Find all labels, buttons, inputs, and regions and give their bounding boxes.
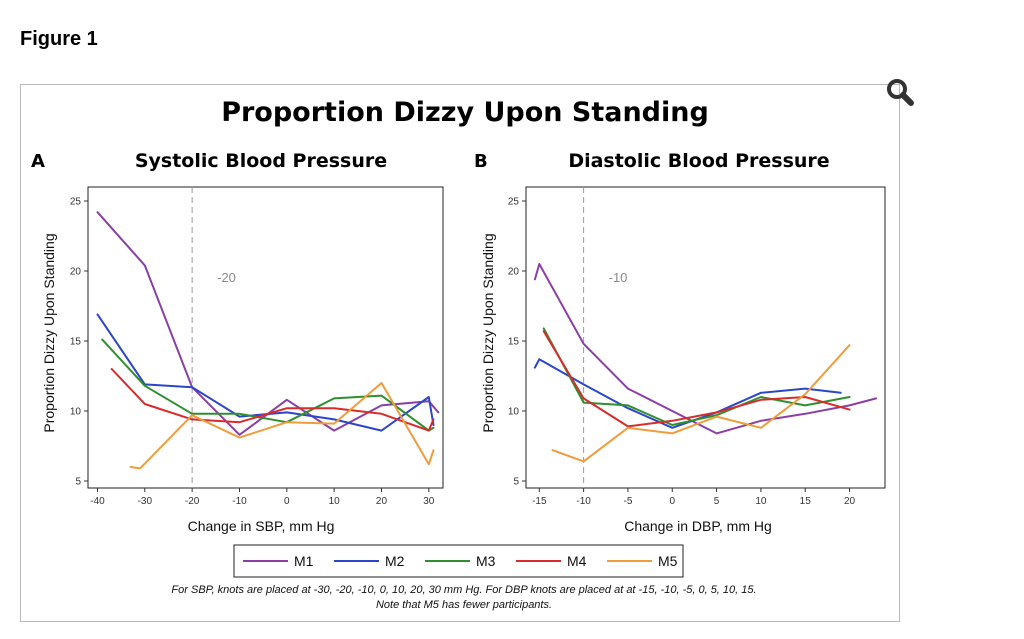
legend-label-m3: M3 [476, 553, 496, 569]
figure-frame: Proportion Dizzy Upon Standing A Systoli… [20, 84, 900, 622]
panel-a-ytick-label: 5 [75, 477, 81, 488]
panel-b-letter: B [474, 151, 488, 172]
figure-main-title: Proportion Dizzy Upon Standing [221, 97, 709, 128]
panel-b-xtick-label: -10 [576, 496, 591, 507]
panel-a-ytick-label: 10 [70, 407, 82, 418]
panel-a-xtick-label: 30 [423, 496, 435, 507]
panel-b-xtick-label: 5 [714, 496, 720, 507]
magnify-icon[interactable] [884, 76, 916, 108]
panel-b-ytick-label: 15 [508, 337, 520, 348]
panel-a-xtick-label: 20 [376, 496, 388, 507]
footnote-line-1: For SBP, knots are placed at -30, -20, -… [171, 584, 756, 596]
panel-a-ytick-label: 25 [70, 197, 82, 208]
panel-a-xlabel: Change in SBP, mm Hg [188, 518, 335, 534]
panel-b-xtick-label: 0 [669, 496, 675, 507]
legend: M1 M2 M3 M4 M5 [233, 544, 684, 578]
panel-a-plot: -40 -30 -20 -10 0 10 20 30 5 10 15 20 25 -20 [70, 186, 444, 507]
panel-a-frame [87, 186, 444, 489]
panel-b-series-m1 [533, 263, 878, 435]
panel-a-series-m2 [96, 313, 435, 432]
panel-a-title: Systolic Blood Pressure [135, 150, 387, 172]
panel-a-xtick-label: -40 [90, 496, 105, 507]
panel-a-ytick-label: 20 [70, 267, 82, 278]
panel-b-series-m5 [551, 344, 851, 463]
panel-b-series-m4 [542, 330, 851, 428]
panel-b-frame [525, 186, 886, 489]
panel-b-ytick-label: 5 [513, 477, 519, 488]
legend-label-m2: M2 [385, 553, 405, 569]
panel-b-ytick-label: 10 [508, 407, 520, 418]
panel-b-series-m3 [542, 327, 851, 426]
legend-label-m5: M5 [658, 553, 678, 569]
chart-svg: Proportion Dizzy Upon Standing A Systoli… [31, 97, 886, 611]
panel-b-plot: -15 -10 -5 0 5 10 15 20 5 10 15 20 25 -10 [508, 186, 886, 507]
panel-b-series-m2 [533, 358, 842, 429]
panel-b-xtick-label: 10 [755, 496, 767, 507]
panel-a-xtick-label: 10 [329, 496, 341, 507]
panel-a-series-m5 [129, 382, 435, 470]
panel-b-xtick-label: 15 [800, 496, 812, 507]
panel-b-xlabel: Change in DBP, mm Hg [624, 518, 772, 534]
panel-a-xtick-label: -20 [185, 496, 200, 507]
legend-label-m1: M1 [294, 553, 314, 569]
panel-b-reference-label: -10 [609, 270, 628, 285]
panel-a-xtick-label: -30 [138, 496, 153, 507]
panel-b-xtick-label: -5 [623, 496, 632, 507]
figure-label: Figure 1 [20, 28, 98, 50]
panel-b-xtick-label: 20 [844, 496, 856, 507]
panel-a-xtick-label: -10 [232, 496, 247, 507]
panel-a-ytick-label: 15 [70, 337, 82, 348]
panel-a-letter: A [31, 151, 45, 172]
panel-b-ytick-label: 25 [508, 197, 520, 208]
panel-a-xtick-label: 0 [284, 496, 290, 507]
panel-b-xtick-label: -15 [532, 496, 547, 507]
panel-a-ylabel: Proportion Dizzy Upon Standing [41, 233, 57, 432]
panel-a-series-m1 [96, 211, 440, 436]
panel-b-ytick-label: 20 [508, 267, 520, 278]
panel-b-title: Diastolic Blood Pressure [568, 150, 829, 172]
legend-label-m4: M4 [567, 553, 587, 569]
footnote-line-2: Note that M5 has fewer participants. [376, 599, 552, 611]
panel-a-reference-label: -20 [217, 270, 236, 285]
panel-a-series-m4 [110, 368, 435, 432]
panel-b-ylabel: Proportion Dizzy Upon Standing [480, 233, 496, 432]
